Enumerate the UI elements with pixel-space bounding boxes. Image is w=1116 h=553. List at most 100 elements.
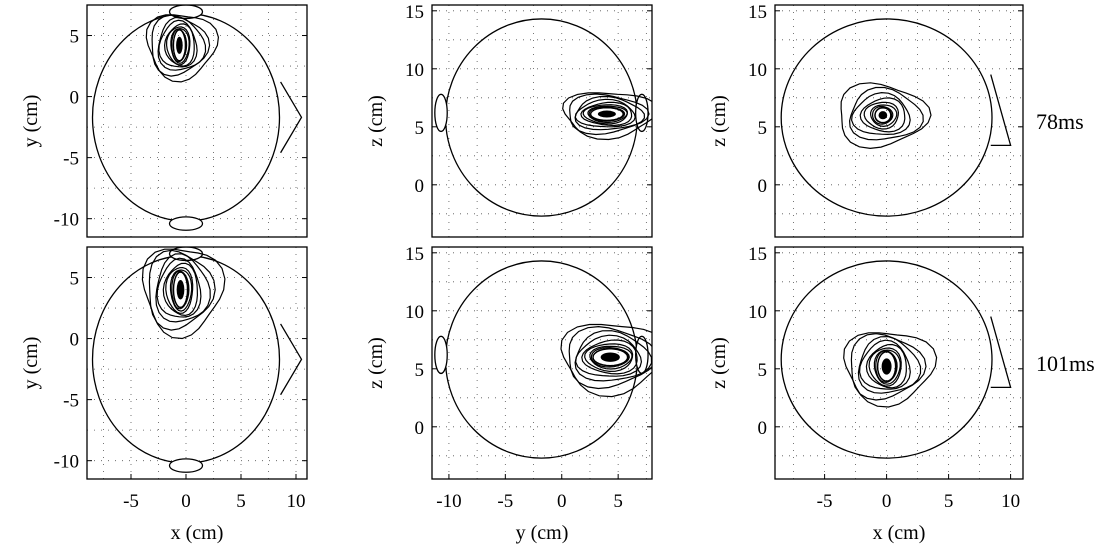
- ear-outline: [168, 458, 204, 473]
- contour-level: [568, 325, 652, 390]
- y-tick-label: 10: [405, 302, 424, 323]
- contour-level: [165, 266, 194, 314]
- contour-level: [162, 262, 199, 317]
- row-time-label: 101ms: [1036, 351, 1095, 376]
- x-tick-label: 10: [287, 491, 306, 512]
- plot-area: [775, 5, 1023, 237]
- contour-level: [584, 343, 634, 373]
- y-tick-label: 5: [70, 27, 80, 48]
- plot-area: [87, 5, 307, 237]
- contour-level: [587, 105, 628, 124]
- contour-level: [873, 349, 901, 385]
- ear-outline: [434, 335, 448, 375]
- y-tick-label: 0: [758, 176, 768, 197]
- y-tick-label: 0: [70, 88, 80, 109]
- contour-level: [560, 323, 652, 398]
- contour-level: [863, 101, 900, 130]
- y-tick-label: -10: [54, 210, 79, 231]
- contour-level: [868, 347, 902, 387]
- y-tick-label: -5: [63, 391, 79, 412]
- y-tick-label: 5: [758, 360, 768, 381]
- y-tick-label: -5: [63, 149, 79, 170]
- activity-contours: [145, 14, 220, 83]
- y-tick-label: 15: [405, 244, 424, 265]
- contour-level: [580, 101, 633, 127]
- contour-level: [155, 253, 211, 323]
- axes-frame: [774, 246, 1024, 480]
- contour-level: [869, 104, 898, 128]
- contour-peak: [878, 111, 888, 120]
- contour-level: [850, 91, 911, 136]
- panel-2: 15 10 5 0 z (cm): [365, 2, 653, 238]
- y-tick-label: 0: [415, 176, 425, 197]
- panel-3: 15 10 5 0 z (cm) 78ms: [708, 2, 1084, 238]
- y-tick-label: 0: [415, 418, 425, 439]
- contour-level: [157, 16, 207, 71]
- y-axis-label: z (cm): [708, 95, 730, 147]
- x-tick-label: -5: [123, 491, 139, 512]
- y-tick-label: -10: [54, 452, 79, 473]
- contour-level: [840, 82, 932, 150]
- contour-level: [145, 14, 220, 83]
- contour-peak: [176, 36, 183, 54]
- x-tick-label: -5: [817, 491, 833, 512]
- x-tick-label: 0: [181, 491, 191, 512]
- plot-area: [775, 247, 1023, 479]
- axes-frame: [774, 4, 1024, 238]
- x-tick-label: 5: [944, 491, 954, 512]
- contour-level: [151, 14, 211, 77]
- y-tick-label: 15: [748, 2, 767, 23]
- contour-level: [588, 106, 626, 122]
- contour-level: [850, 333, 927, 401]
- x-tick-label: 0: [557, 491, 567, 512]
- y-tick-label: 5: [415, 118, 425, 139]
- y-tick-label: 5: [415, 360, 425, 381]
- nose-outline: [280, 81, 303, 154]
- x-tick-label: 10: [1001, 491, 1020, 512]
- contour-level: [865, 343, 907, 389]
- contour-level: [590, 346, 630, 368]
- contour-level: [874, 106, 893, 124]
- activity-contours: [141, 248, 226, 340]
- y-tick-label: 15: [748, 244, 767, 265]
- row-time-label: 78ms: [1036, 109, 1084, 134]
- x-tick-label: -10: [436, 491, 461, 512]
- y-axis-label: y (cm): [20, 95, 42, 148]
- nose-outline: [990, 316, 1012, 389]
- ear-outline: [168, 216, 204, 231]
- contour-level: [171, 28, 188, 63]
- axes-frame: [86, 4, 308, 238]
- contour-level: [859, 97, 906, 133]
- y-tick-label: 5: [70, 269, 80, 290]
- ear-outline: [434, 93, 448, 133]
- nose-outline: [280, 323, 303, 396]
- contour-level: [165, 26, 191, 66]
- panel-1: 5 0 -5 -10 y (cm): [20, 4, 308, 238]
- contour-level: [857, 335, 922, 394]
- contour-level: [574, 330, 652, 382]
- y-tick-label: 10: [405, 60, 424, 81]
- contour-level: [871, 105, 894, 125]
- head-outline: [444, 18, 638, 217]
- contour-peak: [600, 352, 620, 362]
- plot-area: [432, 5, 652, 237]
- contour-level: [581, 339, 638, 375]
- panel-6: 15 10 5 0 -5 0 5 10 z (cm) x (cm) 101ms: [708, 244, 1095, 544]
- x-axis-label: x (cm): [873, 522, 926, 544]
- x-axis-label: y (cm): [516, 522, 569, 544]
- y-axis-label: z (cm): [365, 337, 387, 389]
- y-tick-label: 15: [405, 2, 424, 23]
- contour-level: [592, 347, 629, 367]
- contour-level: [170, 27, 190, 64]
- x-tick-label: -5: [497, 491, 513, 512]
- contour-level: [848, 86, 924, 141]
- plot-area: [432, 247, 652, 479]
- y-tick-label: 0: [70, 330, 80, 351]
- axes-frame: [431, 246, 653, 480]
- contour-level: [843, 332, 938, 408]
- y-axis-label: z (cm): [365, 95, 387, 147]
- contour-level: [141, 248, 226, 340]
- contour-level: [574, 95, 646, 131]
- contour-level: [569, 93, 650, 136]
